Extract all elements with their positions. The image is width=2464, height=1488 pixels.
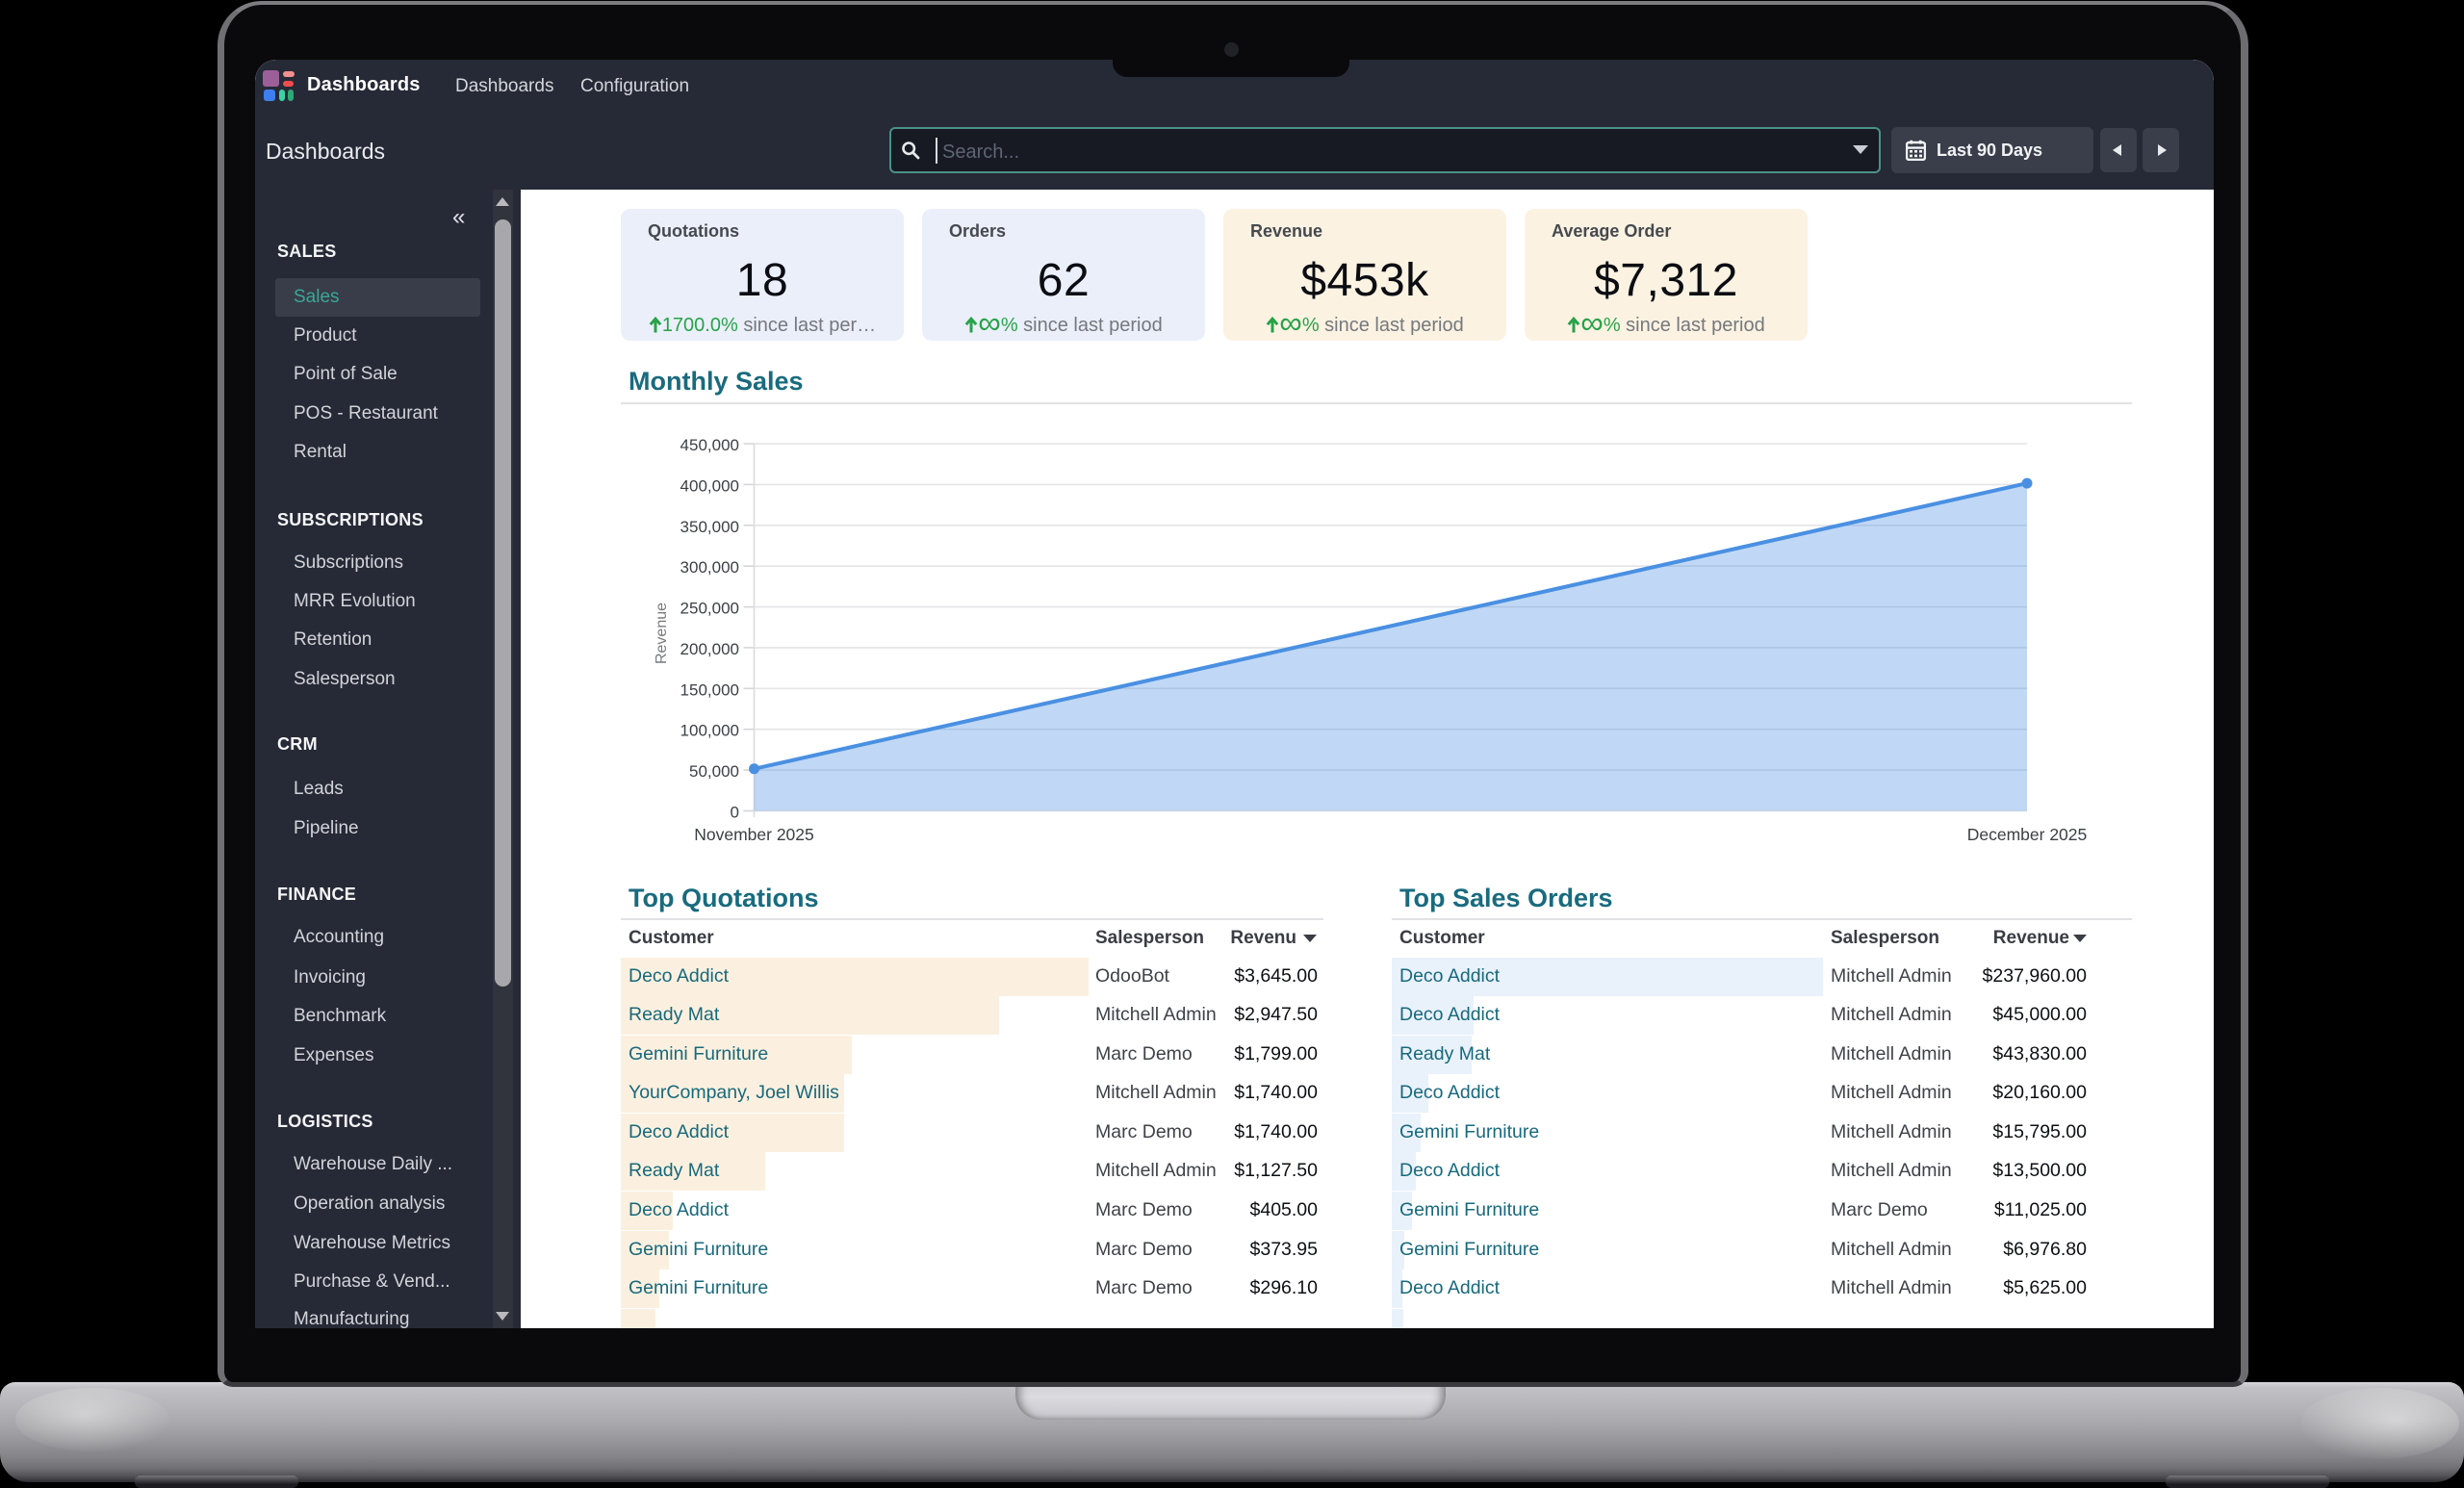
svg-text:0: 0 bbox=[731, 804, 739, 822]
svg-text:150,000: 150,000 bbox=[680, 680, 739, 699]
svg-text:250,000: 250,000 bbox=[680, 600, 739, 618]
svg-text:December 2025: December 2025 bbox=[1967, 825, 2088, 844]
svg-text:450,000: 450,000 bbox=[680, 436, 739, 454]
svg-text:November 2025: November 2025 bbox=[694, 825, 814, 844]
svg-text:350,000: 350,000 bbox=[680, 518, 739, 536]
svg-text:200,000: 200,000 bbox=[680, 640, 739, 658]
svg-text:100,000: 100,000 bbox=[680, 722, 739, 740]
svg-text:400,000: 400,000 bbox=[680, 476, 739, 495]
svg-text:300,000: 300,000 bbox=[680, 558, 739, 577]
svg-text:50,000: 50,000 bbox=[689, 762, 739, 781]
svg-text:Revenue: Revenue bbox=[654, 603, 670, 664]
